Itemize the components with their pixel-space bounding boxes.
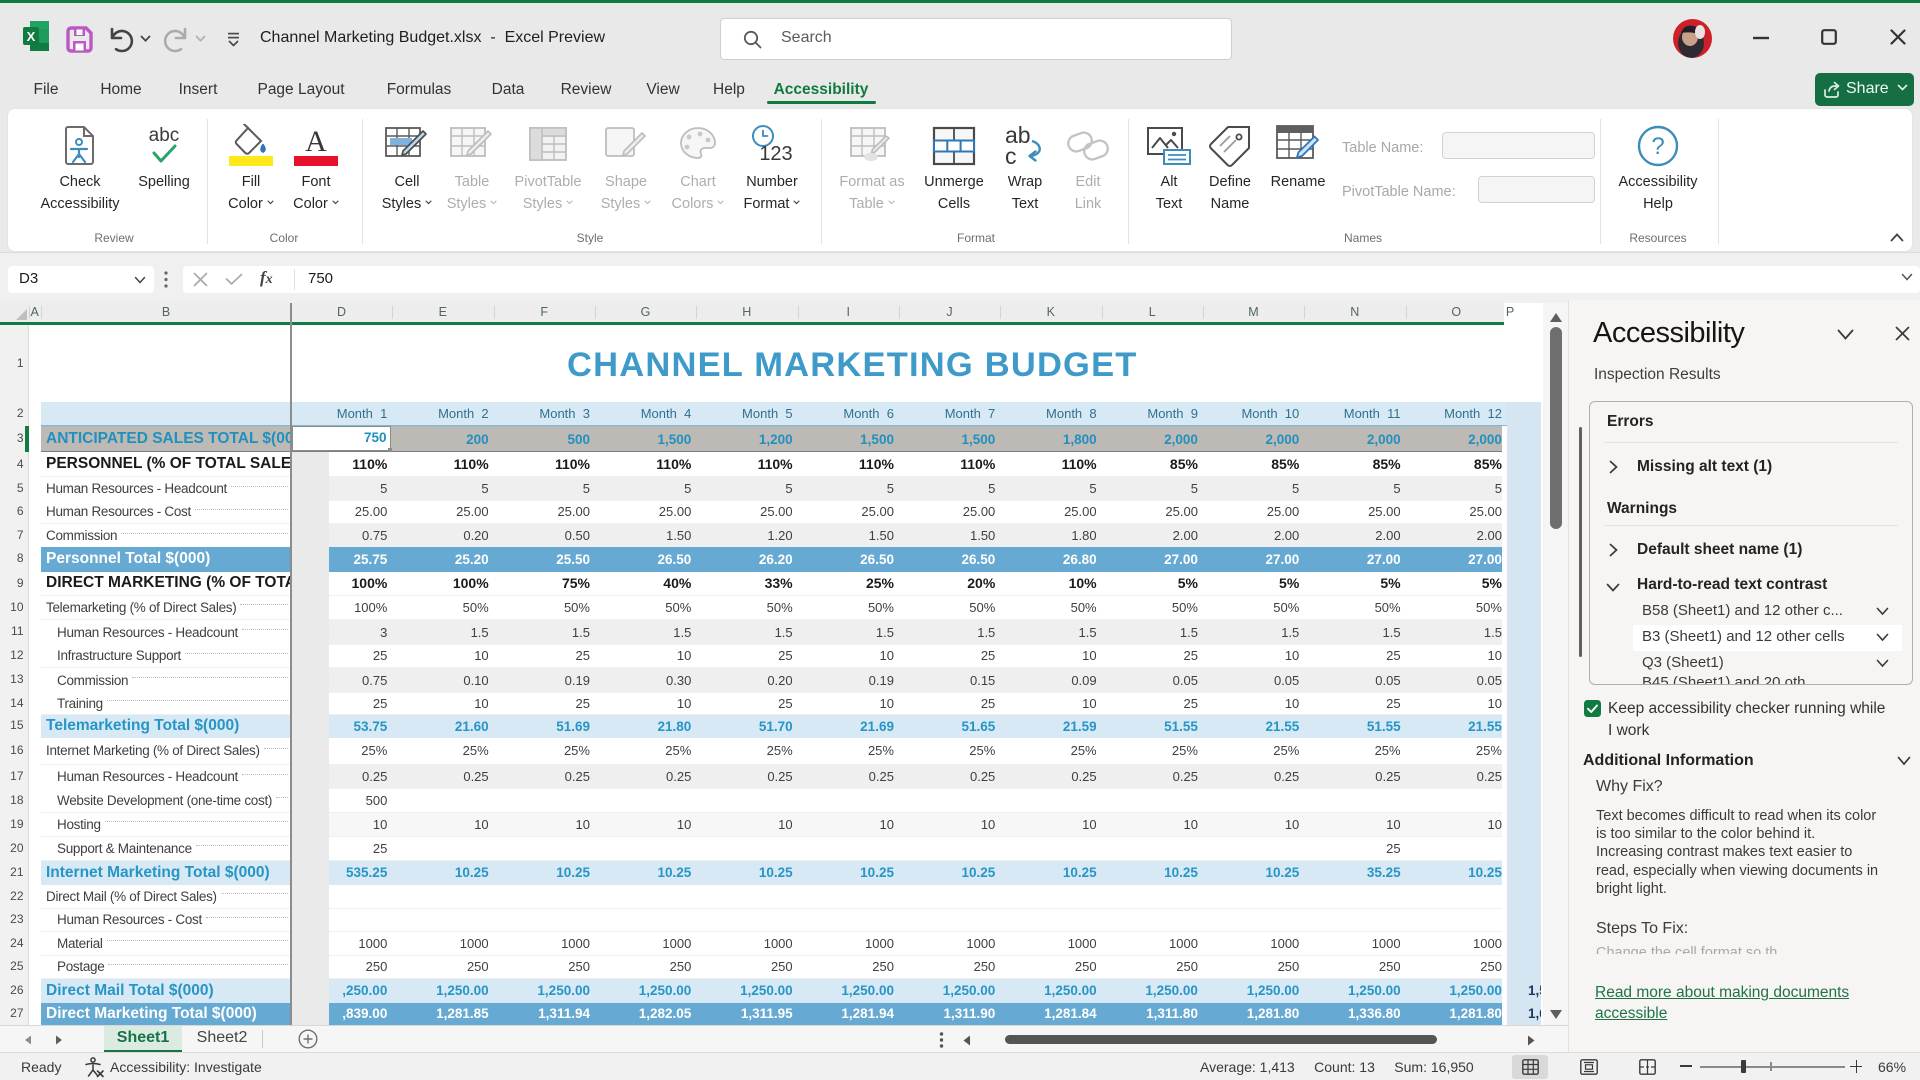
svg-text:X: X	[27, 29, 36, 44]
svg-text:?: ?	[1651, 133, 1664, 160]
svg-text:ab: ab	[1005, 124, 1031, 148]
svg-text:A: A	[305, 125, 327, 158]
svg-text:123: 123	[759, 143, 792, 165]
svg-text:c: c	[1005, 143, 1017, 168]
svg-text:abc: abc	[149, 125, 180, 146]
